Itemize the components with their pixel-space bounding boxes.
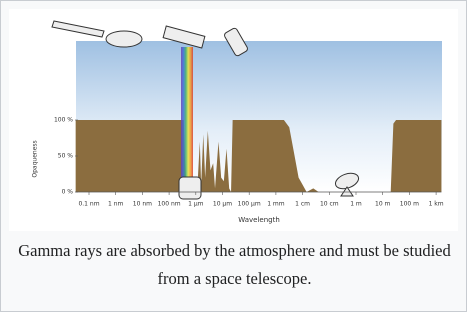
x-tick-label: 1 cm	[295, 201, 310, 208]
x-tick-label: 10 nm	[133, 201, 152, 208]
x-tick-label: 1 mm	[267, 201, 285, 208]
y-axis-label: Opaqueness	[32, 140, 39, 177]
figure-frame: Opaqueness Wavelength 0.1 nm 1 nm 10 nm 100…	[0, 0, 467, 312]
x-tick-label: 1 km	[429, 201, 444, 208]
x-axis-label: Wavelength	[238, 216, 280, 224]
x-tick-label: 1 nm	[108, 201, 124, 208]
x-tick-label: 10 m	[375, 201, 391, 208]
chart: Opaqueness Wavelength 0.1 nm 1 nm 10 nm 100…	[9, 9, 458, 231]
caption: Gamma rays are absorbed by the atmospher…	[11, 237, 458, 293]
x-tick-label: 1 m	[350, 201, 362, 208]
light-beam	[181, 47, 193, 182]
y-tick-label: 0 %	[62, 189, 74, 196]
x-tick-label: 100 m	[400, 201, 419, 208]
x-tick-label: 100 nm	[158, 201, 181, 208]
y-tick-label: 100 %	[54, 117, 73, 124]
x-tick-label: 0.1 nm	[78, 201, 99, 208]
x-tick-label: 10 µm	[213, 201, 232, 208]
y-tick-label: 50 %	[58, 153, 74, 160]
x-tick-label: 100 µm	[238, 201, 261, 208]
x-tick-label: 10 cm	[320, 201, 339, 208]
x-tick-label: 1 µm	[188, 201, 204, 208]
